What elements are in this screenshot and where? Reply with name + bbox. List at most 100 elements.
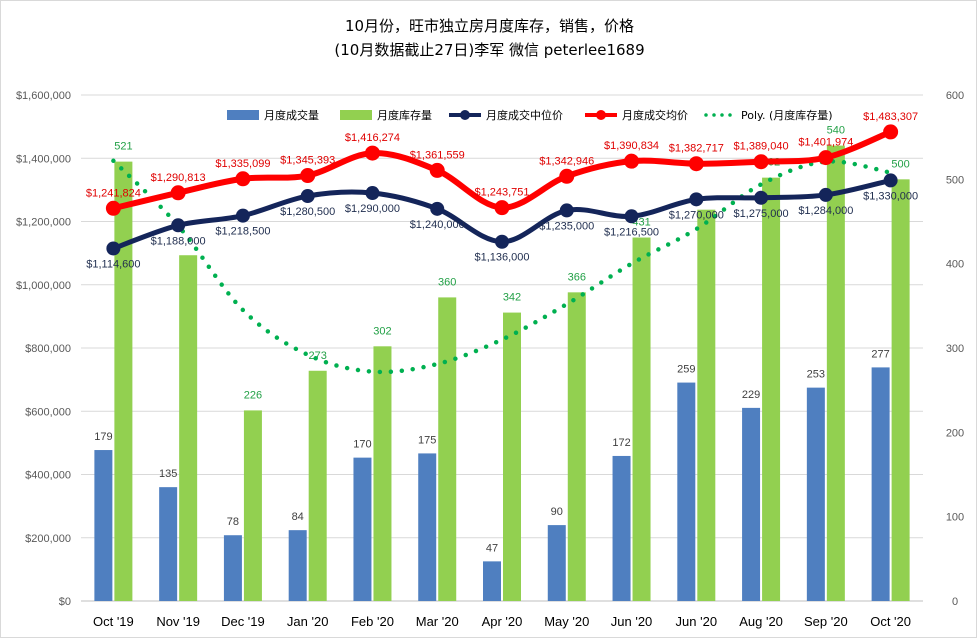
chart-title: 10月份，旺市独立房月度库存，销售，价格 [344,17,635,35]
sales-volume-bar [547,525,566,601]
average-price-label: $1,389,040 [734,141,789,153]
sales-volume-label: 259 [677,364,695,376]
inventory-label: 342 [503,292,521,304]
median-price-label: $1,280,500 [280,206,335,218]
inventory-bar [826,145,845,601]
median-price-point [689,192,704,207]
sales-volume-label: 84 [292,511,304,523]
left-axis-tick-label: $1,000,000 [16,280,71,292]
average-price-point [300,168,316,184]
sales-volume-label: 90 [551,506,563,518]
right-axis-tick-label: 300 [946,343,964,355]
x-axis-tick-label: Dec '19 [221,614,265,629]
inventory-label: 500 [891,158,909,170]
sales-volume-bar [612,455,631,601]
average-price-label: $1,416,274 [345,132,400,144]
inventory-bar [762,177,781,601]
legend-label-sales-volume: 月度成交量 [264,108,319,122]
left-axis-tick-label: $1,400,000 [16,153,71,165]
left-axis-tick-label: $400,000 [25,470,71,482]
inventory-bar [179,255,198,601]
x-axis-tick-label: Oct '19 [93,614,134,629]
right-axis-tick-label: 600 [946,90,964,102]
median-price-point [495,234,509,249]
inventory-label: 360 [438,276,456,288]
sales-volume-bar [871,367,890,601]
legend-marker-average-price [596,110,606,120]
median-price-label: $1,216,500 [604,226,659,238]
x-axis-tick-label: Nov '19 [156,614,200,629]
sales-volume-label: 229 [742,389,760,401]
inventory-bar [632,237,651,602]
sales-volume-label: 175 [418,434,436,446]
inventory-label: 226 [244,389,262,401]
sales-volume-bar [483,561,501,601]
median-price-label: $1,235,000 [539,220,594,232]
legend-swatch-sales-volume [227,110,259,120]
median-price-label: $1,330,000 [863,190,918,202]
inventory-label: 521 [114,141,132,153]
median-price-label: $1,188,000 [151,235,206,247]
x-axis-tick-label: May '20 [544,614,589,629]
median-price-label: $1,275,000 [734,208,789,220]
average-price-point [364,145,380,161]
x-axis-tick-label: Jun '20 [676,614,718,629]
median-price-label: $1,270,000 [669,209,724,221]
right-axis-tick-label: 200 [946,427,964,439]
average-price-label: $1,483,307 [863,111,918,123]
median-price-point [106,241,121,256]
average-price-label: $1,390,834 [604,140,659,152]
x-axis-tick-label: Oct '20 [870,614,911,629]
inventory-bar [697,209,716,601]
x-axis-tick-label: Aug '20 [739,614,783,629]
sales-volume-bar [677,382,696,601]
left-axis-tick-label: $1,600,000 [16,90,71,102]
left-axis-tick-label: $200,000 [25,533,71,545]
sales-volume-label: 253 [807,369,825,381]
median-price-label: $1,290,000 [345,203,400,215]
average-price-point [818,150,834,166]
sales-volume-bar [94,450,113,601]
x-axis-tick-label: Jun '20 [611,614,653,629]
sales-volume-bar [223,535,242,601]
x-axis-tick-label: Mar '20 [416,614,459,629]
x-axis-tick-label: Feb '20 [351,614,394,629]
legend-label-trendline: Poly. (月度库存量) [741,108,833,122]
median-price-point [754,190,769,205]
average-price-point [235,171,251,187]
median-price-point [300,189,315,204]
average-price-label: $1,241,824 [86,187,141,199]
average-price-label: $1,290,813 [151,172,206,184]
inventory-bar [114,161,133,601]
median-price-point [559,203,574,218]
inventory-bar [567,292,586,601]
x-axis-tick-label: Sep '20 [804,614,848,629]
inventory-label: 540 [827,125,845,137]
left-axis-tick-label: $1,200,000 [16,217,71,229]
average-price-label: $1,382,717 [669,143,724,155]
average-price-point [559,168,575,184]
sales-volume-bar [159,487,178,601]
legend-swatch-inventory [340,110,372,120]
inventory-label: 273 [309,350,327,362]
average-price-label: $1,401,974 [798,137,853,149]
average-price-point [429,162,445,178]
sales-volume-label: 47 [486,542,498,554]
median-price-point [365,186,380,201]
inventory-trendline [111,158,893,375]
average-price-label: $1,243,751 [474,187,529,199]
left-axis-tick-label: $600,000 [25,406,71,418]
right-axis-tick-label: 500 [946,174,964,186]
average-price-label: $1,342,946 [539,155,594,167]
median-price-point [818,187,833,202]
median-price-label: $1,136,000 [474,252,529,264]
right-axis-tick-label: 400 [946,259,964,271]
average-price-point [753,154,769,170]
x-axis-tick-label: Jan '20 [287,614,329,629]
average-price-label: $1,345,393 [280,155,335,167]
inventory-bar [438,297,457,601]
legend-marker-median-price [460,110,470,120]
inventory-bar [503,312,521,601]
average-price-point [170,185,186,201]
